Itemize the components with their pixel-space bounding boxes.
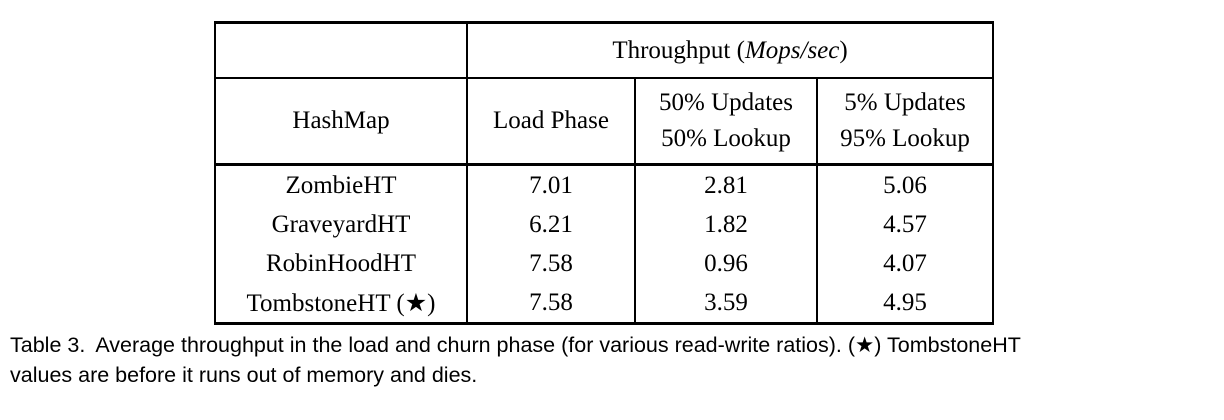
caption-text-line1: Average throughput in the load and churn… (95, 333, 1021, 357)
col-header-95-lookup-line2: 95% Lookup (840, 125, 970, 152)
throughput-table: Throughput (Mops/sec) HashMap Load Phase… (214, 21, 994, 325)
cell-50-updates-50-lookup: 0.96 (634, 244, 818, 283)
cell-empty-corner (214, 21, 468, 79)
caption-text-line2: values are before it runs out of memory … (10, 363, 478, 387)
cell-50-updates-50-lookup: 2.81 (634, 164, 818, 205)
col-header-load-phase: Load Phase (466, 78, 636, 166)
col-header-5-updates-line1: 5% Updates (844, 89, 966, 116)
table-row-zombieht: ZombieHT 7.01 2.81 5.06 (214, 164, 994, 205)
cell-5-updates-95-lookup: 5.06 (816, 164, 994, 205)
cell-hashmap-name: RobinHoodHT (214, 244, 468, 283)
table-row-tombstoneht: TombstoneHT (★) 7.58 3.59 4.95 (214, 283, 994, 325)
throughput-header-suffix: ) (839, 36, 848, 64)
table-caption: Table 3. Average throughput in the load a… (10, 330, 1216, 390)
table-span-header-row: Throughput (Mops/sec) (214, 21, 994, 79)
cell-50-updates-50-lookup: 3.59 (634, 283, 818, 325)
cell-load-phase: 7.58 (466, 283, 636, 325)
throughput-header-units: Mops/sec (744, 36, 840, 64)
throughput-header-prefix: Throughput ( (612, 36, 745, 64)
table-column-header-row: HashMap Load Phase 50% Updates 50% Looku… (214, 78, 994, 166)
table-row-robinhoodht: RobinHoodHT 7.58 0.96 4.07 (214, 244, 994, 283)
col-header-hashmap: HashMap (214, 78, 468, 166)
cell-load-phase: 7.01 (466, 164, 636, 205)
col-header-5-updates-95-lookup: 5% Updates 95% Lookup (816, 78, 994, 166)
cell-hashmap-name: GraveyardHT (214, 205, 468, 244)
cell-5-updates-95-lookup: 4.95 (816, 283, 994, 325)
throughput-span-header: Throughput (Mops/sec) (466, 21, 994, 79)
col-header-50-updates-50-lookup: 50% Updates 50% Lookup (634, 78, 818, 166)
cell-50-updates-50-lookup: 1.82 (634, 205, 818, 244)
col-header-50-lookup-line2: 50% Lookup (661, 125, 791, 152)
caption-label: Table 3. (10, 333, 86, 357)
cell-hashmap-name: ZombieHT (214, 164, 468, 205)
table-row-graveyardht: GraveyardHT 6.21 1.82 4.57 (214, 205, 994, 244)
cell-5-updates-95-lookup: 4.57 (816, 205, 994, 244)
cell-5-updates-95-lookup: 4.07 (816, 244, 994, 283)
cell-load-phase: 6.21 (466, 205, 636, 244)
cell-load-phase: 7.58 (466, 244, 636, 283)
cell-hashmap-name: TombstoneHT (★) (214, 283, 468, 325)
col-header-50-updates-line1: 50% Updates (659, 89, 793, 116)
